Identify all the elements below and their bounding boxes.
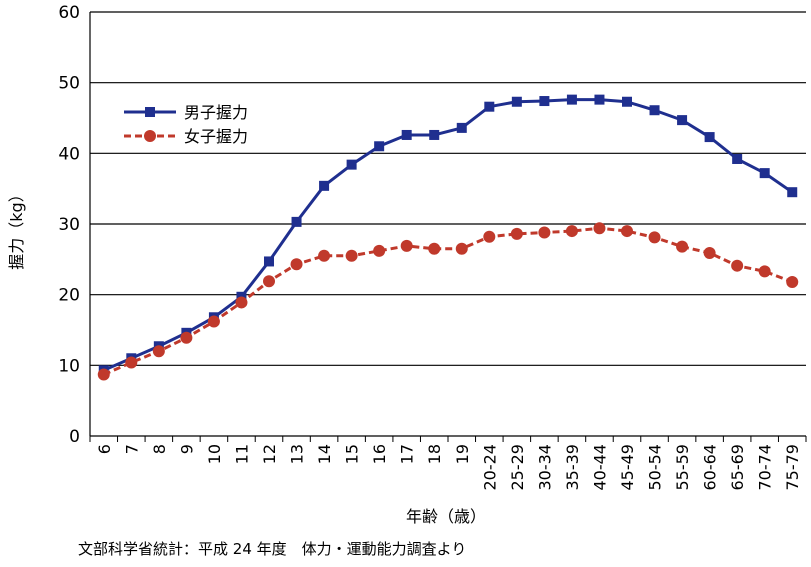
y-axis-label: 握力（kg） <box>7 186 26 269</box>
grid-lines <box>89 11 807 442</box>
legend-label: 女子握力 <box>184 127 248 146</box>
y-tick-label: 20 <box>58 286 80 306</box>
y-tick-label: 50 <box>58 74 80 94</box>
data-series <box>97 94 799 381</box>
data-point-square <box>319 180 330 191</box>
data-point-circle <box>621 225 633 238</box>
y-tick-label: 30 <box>58 215 80 235</box>
legend-label: 男子握力 <box>184 103 248 122</box>
x-tick-label: 30-34 <box>535 444 554 491</box>
data-point-square <box>594 94 605 105</box>
data-point-square <box>374 141 385 152</box>
data-point-circle <box>565 225 578 238</box>
data-point-square <box>456 122 467 133</box>
data-point-circle <box>400 239 413 252</box>
data-point-circle <box>125 356 138 369</box>
data-point-square <box>732 153 743 164</box>
data-point-square <box>401 129 412 140</box>
x-tick-label: 40-44 <box>590 444 609 491</box>
data-point-circle <box>207 315 220 328</box>
data-point-circle <box>345 249 358 262</box>
data-point-circle <box>263 275 275 288</box>
x-tick-label: 25-29 <box>508 444 527 491</box>
data-point-circle <box>510 227 523 240</box>
data-point-circle <box>455 242 468 255</box>
x-tick-label: 17 <box>398 444 417 464</box>
data-point-square <box>759 168 770 179</box>
x-tick-label: 19 <box>453 444 472 464</box>
x-tick-labels: 6 7 8 9 10 11 12 13 14 15 16 17 18 19 20-24 25-29 30-34 3… <box>95 444 802 491</box>
data-point-circle <box>180 331 193 344</box>
x-tick-label: 10 <box>205 444 224 464</box>
x-tick-label: 9 <box>177 444 196 454</box>
data-point-circle <box>373 244 386 257</box>
x-tick-label: 55-59 <box>673 444 692 491</box>
x-tick-label: 12 <box>260 444 279 464</box>
data-point-square <box>429 129 440 140</box>
x-axis-label: 年齢（歳） <box>406 507 486 526</box>
x-tick-label: 18 <box>425 444 444 464</box>
x-tick-label: 20-24 <box>480 444 499 491</box>
data-point-square <box>511 96 522 107</box>
data-point-square <box>787 187 798 198</box>
x-tick-label: 70-74 <box>756 444 775 491</box>
x-tick-label: 6 <box>95 444 114 454</box>
data-point-circle <box>290 258 303 271</box>
data-point-square <box>677 115 688 126</box>
legend-marker-circle <box>144 130 156 142</box>
x-tick-label: 35-39 <box>563 444 582 491</box>
x-tick-label: 7 <box>122 444 141 454</box>
data-point-square <box>649 105 660 116</box>
data-point-square <box>704 132 715 143</box>
data-point-square <box>264 256 274 267</box>
y-tick-label: 0 <box>69 427 80 447</box>
legend-marker-square <box>145 107 155 117</box>
data-point-circle <box>593 222 606 235</box>
x-tick-label: 15 <box>343 444 362 464</box>
data-point-circle <box>428 242 441 255</box>
x-tick-label: 11 <box>232 444 251 464</box>
data-point-circle <box>758 265 771 278</box>
x-tick-label: 45-49 <box>618 444 637 491</box>
line-chart: 0 10 20 30 40 50 60 6 7 8 9 10 11 12 13 14 15 16 17 18 19 20… <box>7 3 807 526</box>
x-tick-label: 16 <box>370 444 389 464</box>
data-point-circle <box>703 246 716 259</box>
data-point-square <box>539 96 550 107</box>
y-tick-label: 40 <box>58 144 80 164</box>
series-line-2 <box>103 226 793 376</box>
data-point-circle <box>318 249 331 262</box>
y-tick-labels: 0 10 20 30 40 50 60 <box>58 3 80 447</box>
data-point-circle <box>786 275 799 288</box>
x-tick-label: 13 <box>288 444 307 464</box>
data-point-square <box>566 94 577 105</box>
y-tick-label: 10 <box>58 356 80 376</box>
x-tick-label: 60-64 <box>701 444 720 491</box>
data-point-circle <box>235 296 248 309</box>
data-point-square <box>484 101 495 112</box>
data-point-square <box>622 96 632 107</box>
x-tick-label: 50-54 <box>646 444 665 491</box>
x-tick-label: 14 <box>315 444 334 464</box>
data-point-square <box>291 216 302 227</box>
data-point-circle <box>483 230 496 243</box>
x-tick-label: 65-69 <box>728 444 747 491</box>
x-tick-label: 8 <box>150 444 169 454</box>
data-point-circle <box>676 240 689 253</box>
data-point-circle <box>731 259 744 272</box>
data-point-circle <box>97 368 110 381</box>
data-point-circle <box>648 231 661 244</box>
y-tick-label: 60 <box>58 3 80 23</box>
data-point-square <box>346 159 357 170</box>
data-point-circle <box>152 345 165 358</box>
x-tick-label: 75-79 <box>783 444 802 491</box>
source-note: 文部科学省統計：平成 24 年度 体力・運動能力調査より <box>78 540 467 558</box>
data-point-circle <box>538 226 551 239</box>
